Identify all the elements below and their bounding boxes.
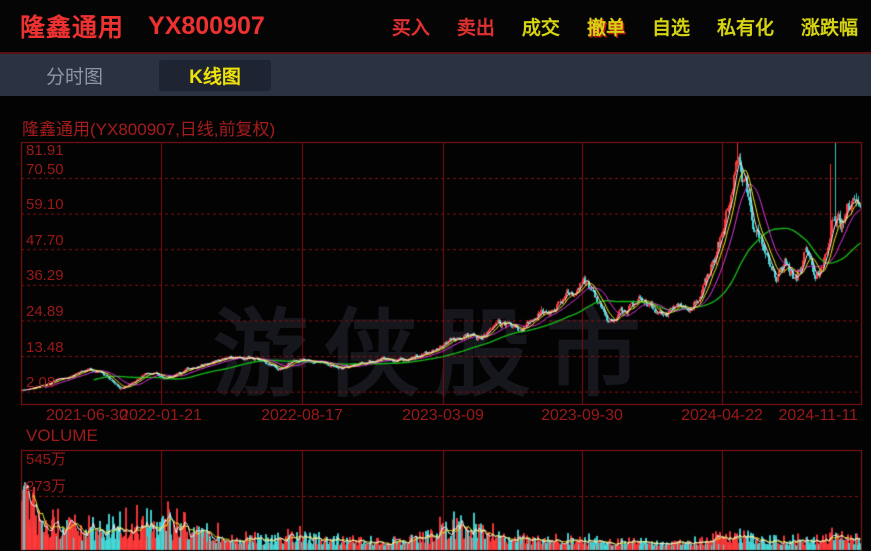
chart-region: 游侠股市 隆鑫通用(YX800907,日线,前复权) VOLUME 81.917… bbox=[0, 96, 871, 551]
volume-axis-tick: 273万 bbox=[26, 478, 67, 495]
menu-item-1[interactable]: 买入 bbox=[391, 17, 430, 39]
date-axis-tick: 2022-08-17 bbox=[261, 407, 343, 424]
price-axis-tick: 70.50 bbox=[26, 161, 64, 178]
menu-item-4[interactable]: 撤单 bbox=[586, 17, 625, 39]
tab-minute-chart[interactable]: 分时图 bbox=[46, 66, 104, 88]
price-axis-tick: 36.29 bbox=[26, 267, 64, 284]
menu-item-3[interactable]: 成交 bbox=[521, 17, 560, 39]
stock-name: 隆鑫通用 bbox=[20, 14, 125, 42]
price-axis-tick: 81.91 bbox=[26, 142, 64, 159]
kline-chart-canvas[interactable] bbox=[0, 96, 871, 551]
menu-item-2[interactable]: 卖出 bbox=[456, 17, 495, 39]
stock-code: YX800907 bbox=[148, 11, 265, 40]
date-axis-tick: 2023-03-09 bbox=[402, 407, 484, 424]
price-axis-tick: 13.48 bbox=[26, 339, 64, 356]
price-axis-tick: 59.10 bbox=[26, 196, 64, 213]
top-bar: 隆鑫通用 YX800907 买入 卖出 成交 撤单 自选 私有化 涨跌幅 bbox=[0, 0, 871, 54]
volume-pane-label: VOLUME bbox=[26, 426, 98, 445]
date-axis-tick: 2021-06-30 bbox=[46, 407, 128, 424]
top-menu: 买入 卖出 成交 撤单 自选 私有化 涨跌幅 bbox=[392, 13, 858, 40]
price-axis-tick: 2.08 bbox=[26, 374, 56, 391]
date-axis-tick: 2024-04-22 bbox=[681, 407, 763, 424]
menu-item-7[interactable]: 涨跌幅 bbox=[800, 17, 858, 39]
date-axis-tick: 2022-01-21 bbox=[120, 407, 202, 424]
date-axis-tick: 2024-11-11 bbox=[778, 407, 858, 424]
chart-title: 隆鑫通用(YX800907,日线,前复权) bbox=[22, 120, 276, 139]
date-axis-tick: 2023-09-30 bbox=[541, 407, 623, 424]
price-axis-tick: 47.70 bbox=[26, 232, 64, 249]
tab-kline-chart[interactable]: K线图 bbox=[159, 59, 272, 91]
price-axis-tick: 24.89 bbox=[26, 303, 64, 320]
menu-item-5[interactable]: 自选 bbox=[651, 17, 690, 39]
volume-axis-tick: 545万 bbox=[26, 451, 67, 468]
tab-bar: 分时图 K线图 bbox=[0, 54, 871, 96]
menu-item-6[interactable]: 私有化 bbox=[716, 17, 774, 39]
